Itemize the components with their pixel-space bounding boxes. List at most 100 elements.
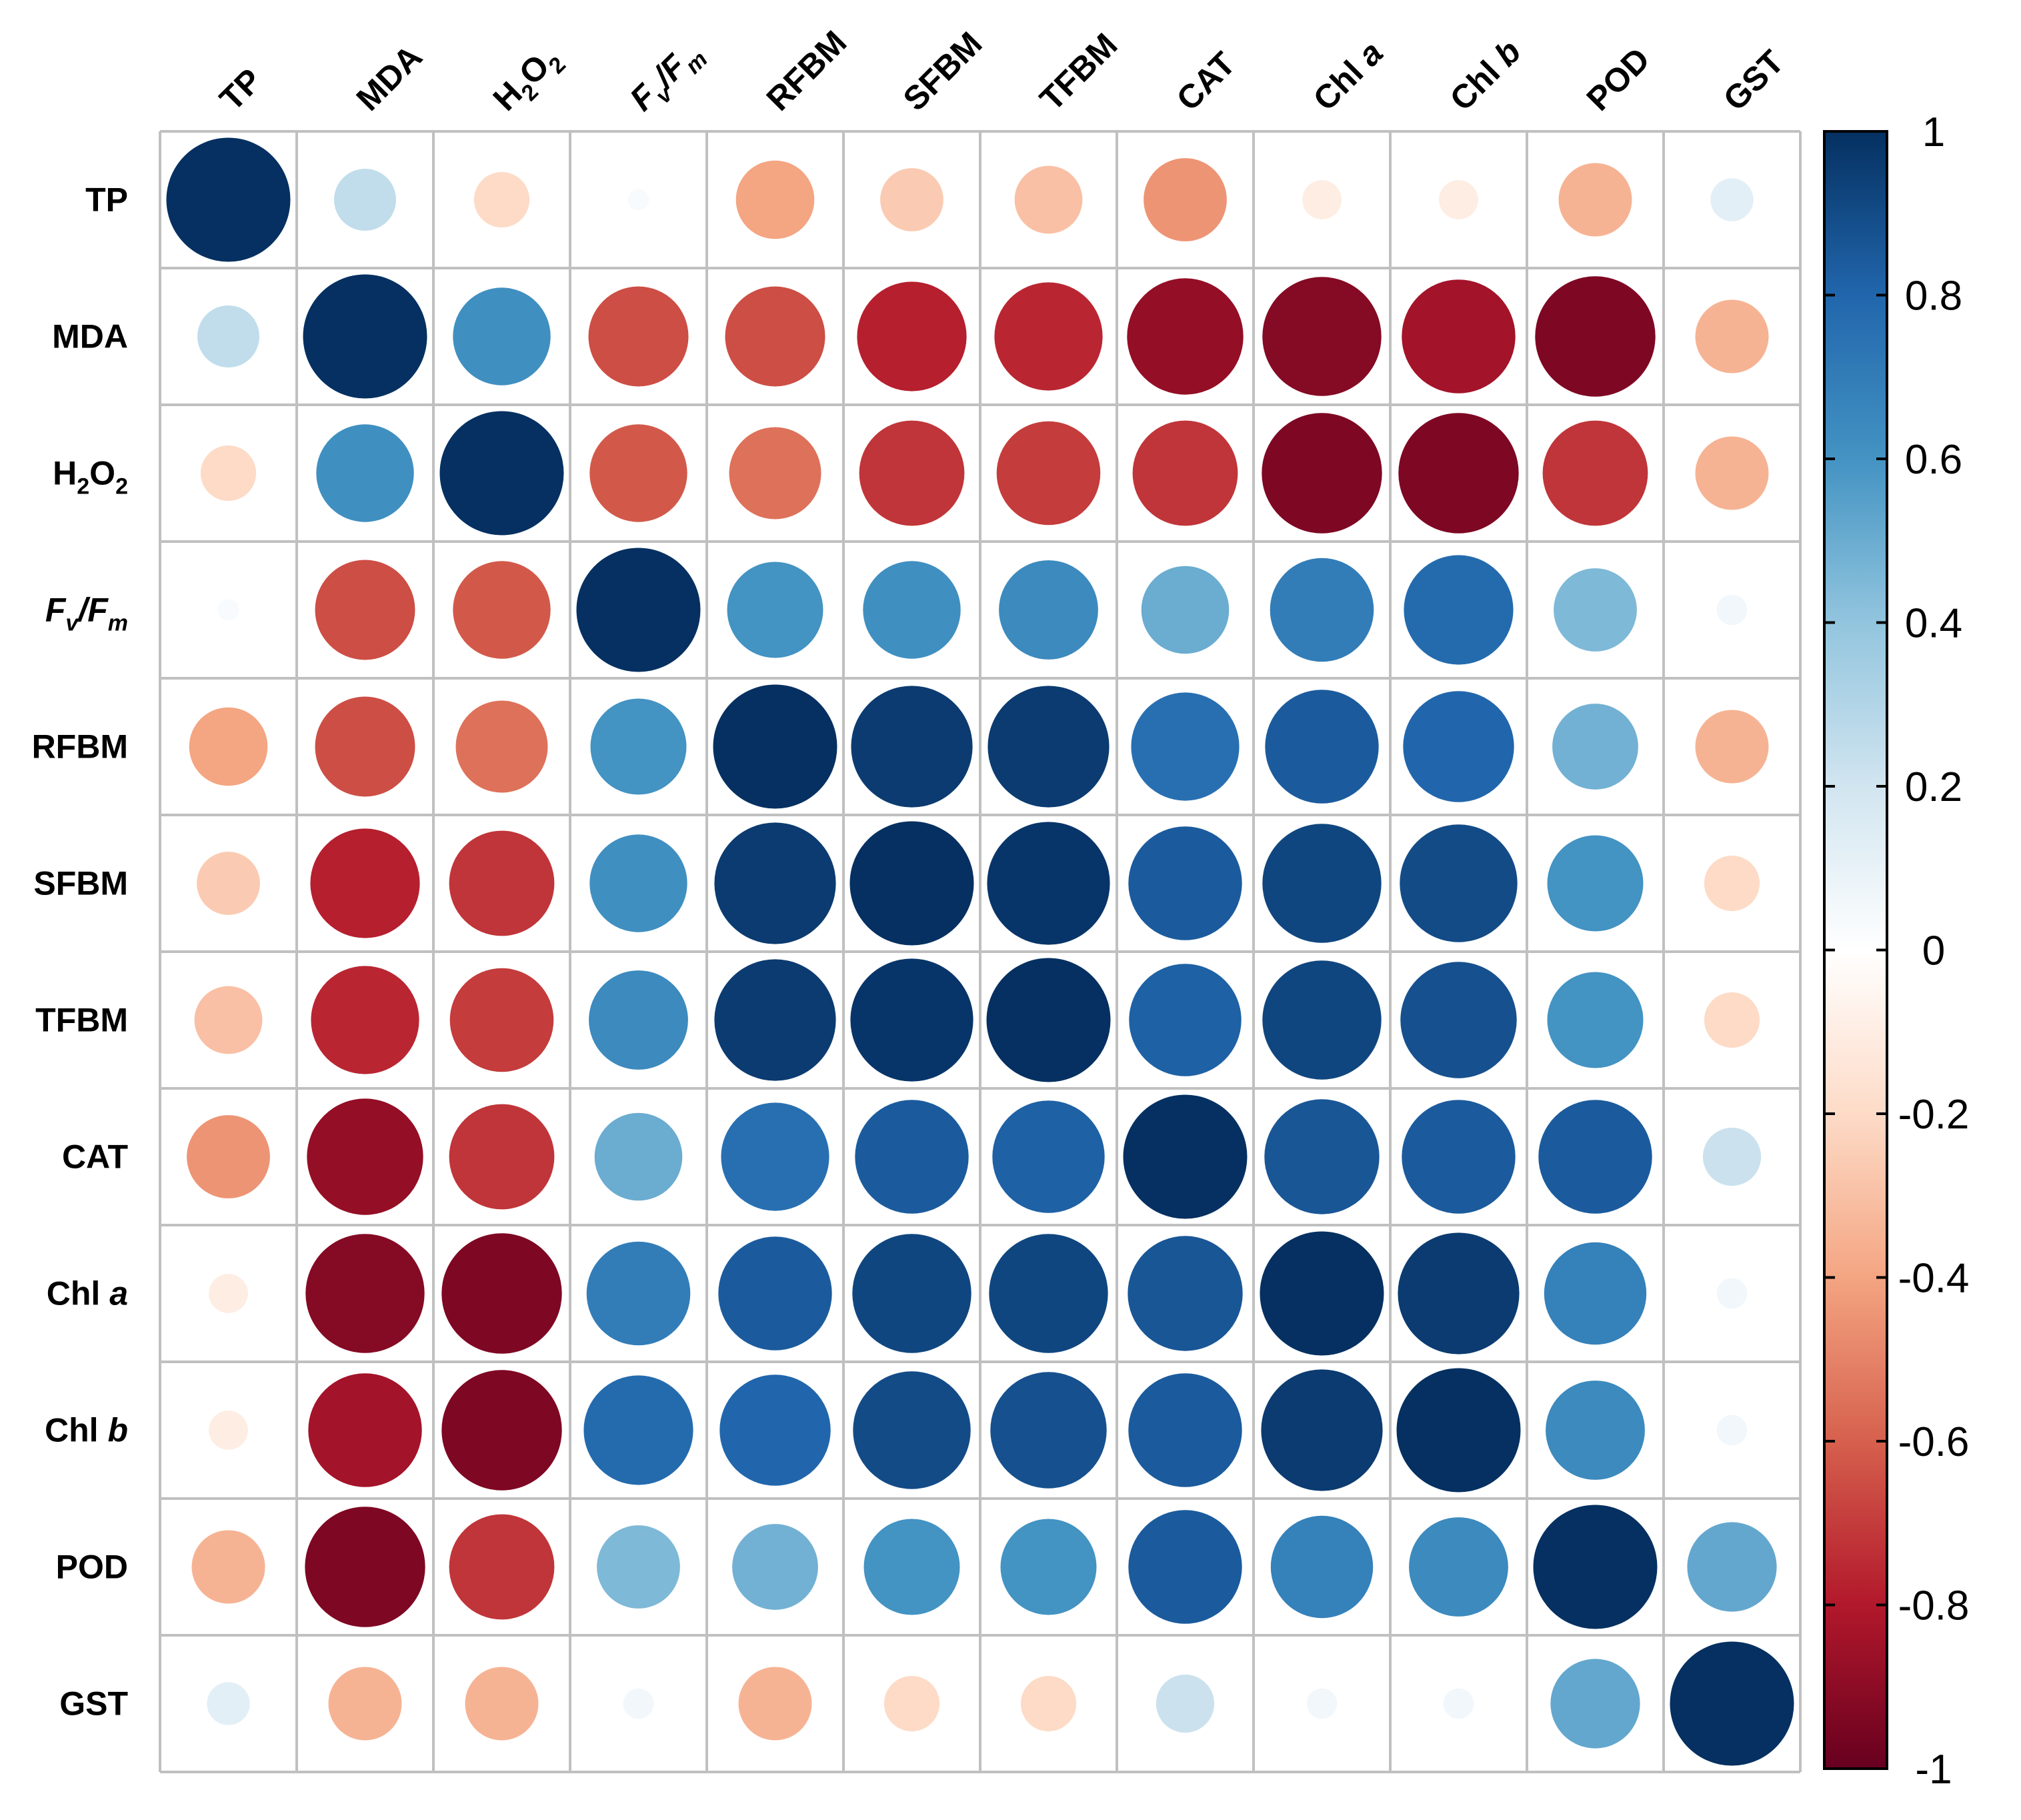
corr-circle-sfbm-cat: [1128, 826, 1242, 940]
corr-circle-pod-cat: [1128, 1510, 1242, 1624]
col-label-h2o2: H2O2: [486, 38, 571, 123]
row-label-h2o2: H2O2: [53, 455, 128, 500]
corr-circle-gst-fv-fm: [623, 1688, 654, 1719]
corr-circle-h2o2-mda: [316, 424, 414, 522]
corr-circle-gst-h2o2: [465, 1667, 539, 1741]
corr-circle-mda-tfbm: [994, 282, 1103, 391]
corr-circle-pod-chl-a: [1270, 1515, 1374, 1619]
row-label-pod: POD: [56, 1549, 128, 1586]
corr-circle-fv-fm-tfbm: [999, 560, 1098, 660]
corr-circle-h2o2-cat: [1132, 420, 1238, 526]
corr-circle-rfbm-chl-b: [1403, 691, 1514, 802]
corr-circle-tp-tfbm: [1014, 165, 1083, 234]
corr-circle-chl-a-h2o2: [441, 1233, 562, 1354]
corr-circle-fv-fm-sfbm: [863, 561, 961, 659]
corr-circle-cat-mda: [307, 1098, 423, 1215]
corr-circle-mda-chl-a: [1262, 277, 1382, 396]
corr-circle-tp-tp: [166, 137, 291, 262]
corr-circle-fv-fm-mda: [315, 560, 415, 660]
col-label-tfbm: TFBM: [1033, 26, 1125, 118]
corr-circle-chl-a-rfbm: [718, 1236, 832, 1350]
corr-circle-rfbm-cat: [1131, 692, 1240, 801]
row-label-chl-b: Chl b: [45, 1412, 128, 1449]
column-labels: TP MDA H2O2 Fv/Fm RFBM SFBM TFBM CAT Chl a Chl b P…: [213, 23, 1791, 123]
corr-circle-tfbm-fv-fm: [589, 970, 688, 1070]
corr-circle-mda-tp: [197, 305, 259, 367]
corr-circle-pod-h2o2: [449, 1514, 555, 1620]
corr-circle-chl-a-gst: [1716, 1278, 1748, 1309]
colorbar-tick-label: 0.8: [1905, 273, 1962, 319]
corr-circle-pod-tp: [191, 1530, 265, 1604]
corr-circle-pod-gst: [1687, 1522, 1777, 1612]
corr-circle-chl-b-chl-a: [1261, 1369, 1383, 1491]
corr-circle-tfbm-mda: [311, 966, 419, 1074]
corr-circle-rfbm-pod: [1552, 704, 1638, 790]
corr-circle-chl-b-gst: [1716, 1415, 1748, 1446]
corr-circle-rfbm-gst: [1695, 710, 1769, 784]
col-label-gst: GST: [1716, 43, 1791, 117]
corr-circle-tp-fv-fm: [627, 189, 649, 211]
corr-circle-rfbm-chl-a: [1265, 690, 1379, 804]
row-label-gst: GST: [59, 1685, 128, 1723]
corr-circle-pod-tfbm: [1000, 1519, 1097, 1615]
corr-circle-sfbm-fv-fm: [589, 834, 687, 932]
corr-circle-fv-fm-h2o2: [453, 561, 551, 659]
corr-circle-cat-chl-b: [1402, 1100, 1516, 1214]
corr-circle-mda-h2o2: [453, 287, 551, 385]
corr-circle-chl-b-sfbm: [853, 1371, 971, 1489]
corr-circle-h2o2-tp: [200, 445, 257, 502]
corr-circle-sfbm-tfbm: [987, 822, 1110, 945]
colorbar-tick-label: -0.2: [1898, 1092, 1970, 1138]
corr-circle-cat-fv-fm: [594, 1112, 683, 1201]
corr-circle-tfbm-sfbm: [850, 958, 973, 1082]
corr-circle-gst-chl-b: [1443, 1688, 1474, 1719]
corr-circle-tfbm-rfbm: [714, 959, 836, 1081]
corr-circle-sfbm-tp: [197, 852, 260, 915]
corr-circle-sfbm-h2o2: [449, 830, 555, 936]
row-label-fv-fm: Fv/Fm: [45, 592, 128, 636]
corr-circle-chl-b-tp: [209, 1411, 248, 1450]
corr-circle-chl-b-cat: [1128, 1373, 1242, 1487]
corr-circle-sfbm-mda: [310, 828, 420, 938]
corr-circle-pod-fv-fm: [597, 1525, 680, 1609]
row-label-rfbm: RFBM: [32, 728, 128, 766]
corr-circle-tfbm-chl-b: [1400, 962, 1517, 1078]
corr-circle-cat-tp: [187, 1115, 270, 1198]
correlation-circles: [166, 137, 1794, 1766]
corr-circle-tp-chl-b: [1439, 180, 1478, 219]
col-label-chl-b: Chl b: [1443, 33, 1528, 118]
matrix-grid: [159, 130, 1802, 1773]
row-labels: TP MDA H2O2 Fv/Fm RFBM SFBM TFBM CAT Chl a Chl b P…: [32, 181, 128, 1723]
colorbar-tick-label: 0.2: [1905, 764, 1962, 810]
corr-circle-fv-fm-gst: [1716, 594, 1748, 626]
corr-circle-h2o2-pod: [1542, 420, 1648, 526]
corr-circle-rfbm-rfbm: [713, 684, 837, 809]
corr-circle-tp-h2o2: [473, 171, 530, 228]
corr-circle-mda-sfbm: [857, 281, 967, 391]
corr-circle-chl-a-chl-a: [1260, 1231, 1384, 1356]
corr-circle-mda-gst: [1695, 299, 1769, 373]
corr-circle-tfbm-tp: [194, 986, 263, 1054]
corr-circle-h2o2-rfbm: [729, 427, 821, 520]
colorbar: 1 0.8 0.6 0.4 0.2 0 -0.2 -0.4 -0.6 -0.8 -1: [1823, 109, 1970, 1793]
corr-circle-rfbm-mda: [315, 696, 415, 797]
corr-circle-cat-sfbm: [855, 1100, 969, 1214]
col-label-tp: TP: [213, 61, 269, 118]
col-label-sfbm: SFBM: [896, 25, 989, 118]
corr-circle-sfbm-sfbm: [849, 821, 974, 946]
col-label-cat: CAT: [1170, 45, 1243, 118]
colorbar-tick-label: 0.4: [1905, 601, 1962, 647]
corr-circle-mda-mda: [303, 274, 427, 399]
corr-circle-fv-fm-pod: [1554, 568, 1637, 652]
corr-circle-cat-rfbm: [721, 1102, 829, 1211]
corr-circle-sfbm-gst: [1704, 855, 1760, 912]
corr-circle-fv-fm-tp: [217, 599, 239, 621]
corr-circle-cat-cat: [1123, 1094, 1248, 1219]
corr-circle-h2o2-chl-b: [1398, 413, 1519, 534]
corr-circle-chl-a-fv-fm: [586, 1241, 691, 1346]
corr-circle-tp-mda: [334, 169, 396, 231]
corr-circle-mda-chl-b: [1402, 279, 1516, 393]
colorbar-tick-label: 1: [1922, 109, 1945, 155]
corr-circle-gst-gst: [1670, 1641, 1794, 1766]
col-label-pod: POD: [1580, 41, 1657, 118]
